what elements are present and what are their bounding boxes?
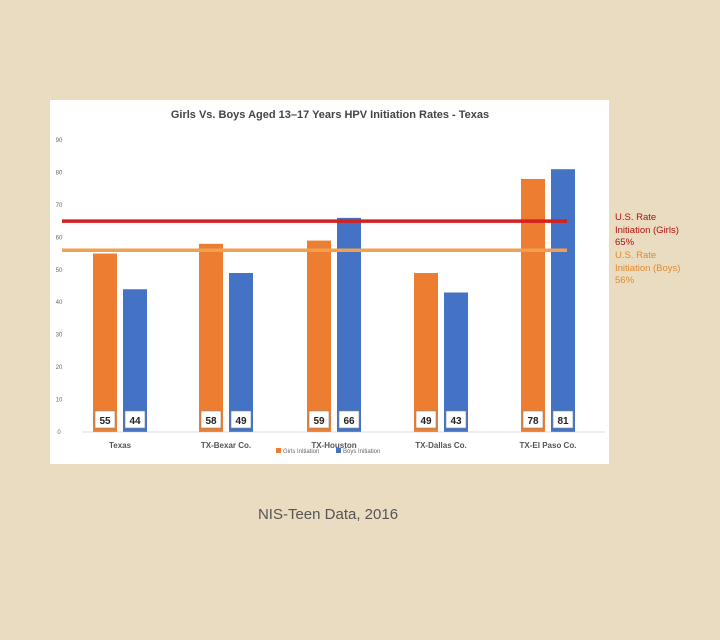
bar (307, 240, 331, 432)
data-label-box (124, 410, 146, 429)
us-rate-boys-line3: 56% (615, 275, 635, 286)
data-label: 81 (557, 416, 569, 427)
us-rate-boys-line2: Initiation (Boys) (615, 262, 681, 274)
y-tick-label: 40 (56, 300, 63, 306)
x-tick-label: Texas (109, 441, 132, 450)
y-tick-label: 20 (56, 365, 63, 371)
us-rate-boys-line1: U.S. Rate (615, 250, 657, 261)
legend-swatch (276, 448, 281, 453)
legend-label: Girls Initiation (283, 449, 319, 455)
data-label: 59 (313, 416, 325, 427)
chart-svg: Girls Vs. Boys Aged 13–17 Years HPV Init… (56, 109, 605, 455)
bar (337, 217, 361, 432)
data-label: 55 (99, 416, 111, 427)
data-label-box (445, 410, 467, 429)
data-label: 44 (129, 416, 141, 427)
source-caption: NIS-Teen Data, 2016 (257, 506, 399, 523)
y-tick-label: 10 (56, 398, 63, 404)
data-label-box (415, 410, 437, 429)
bar (199, 243, 223, 432)
us-rate-girls-line3: 65% (615, 237, 635, 248)
bar (93, 253, 117, 432)
data-label: 66 (343, 416, 355, 427)
data-label: 43 (450, 416, 462, 427)
bar (123, 289, 147, 432)
bar (551, 169, 575, 432)
data-label-box (338, 410, 360, 429)
data-label-box (94, 410, 116, 429)
chart-title: Girls Vs. Boys Aged 13–17 Years HPV Init… (171, 109, 489, 121)
y-tick-label: 30 (56, 333, 63, 339)
legend-swatch (336, 448, 341, 453)
data-label: 49 (235, 416, 247, 427)
data-label: 49 (420, 416, 432, 427)
us-rate-boys-label: U.S. Rate Initiation (Boys) 56% (615, 250, 715, 288)
data-label-box (308, 410, 330, 429)
bar (229, 273, 253, 432)
y-tick-label: 70 (56, 203, 63, 209)
data-label: 58 (205, 416, 217, 427)
y-tick-label: 90 (56, 138, 63, 144)
y-tick-label: 0 (57, 430, 61, 436)
us-rate-girls-label: U.S. Rate Initiation (Girls) 65% (615, 212, 715, 250)
bar (521, 178, 545, 432)
x-tick-label: TX-Houston (311, 441, 356, 450)
x-tick-label: TX-Dallas Co. (415, 441, 467, 450)
us-rate-girls-line2: Initiation (Girls) (615, 224, 679, 236)
bar (414, 273, 438, 432)
legend-label: Boys Initiation (343, 449, 380, 455)
data-label-box (522, 410, 544, 429)
data-label-box (200, 410, 222, 429)
x-tick-label: TX-El Paso Co. (520, 441, 577, 450)
data-label: 78 (527, 416, 539, 427)
data-label-box (552, 410, 574, 429)
y-tick-label: 80 (56, 170, 63, 176)
bar (444, 292, 468, 432)
y-tick-label: 60 (56, 235, 63, 241)
chart: Girls Vs. Boys Aged 13–17 Years HPV Init… (50, 100, 609, 464)
y-tick-label: 50 (56, 268, 63, 274)
x-tick-label: TX-Bexar Co. (201, 441, 251, 450)
data-label-box (230, 410, 252, 429)
us-rate-girls-line1: U.S. Rate (615, 212, 657, 223)
